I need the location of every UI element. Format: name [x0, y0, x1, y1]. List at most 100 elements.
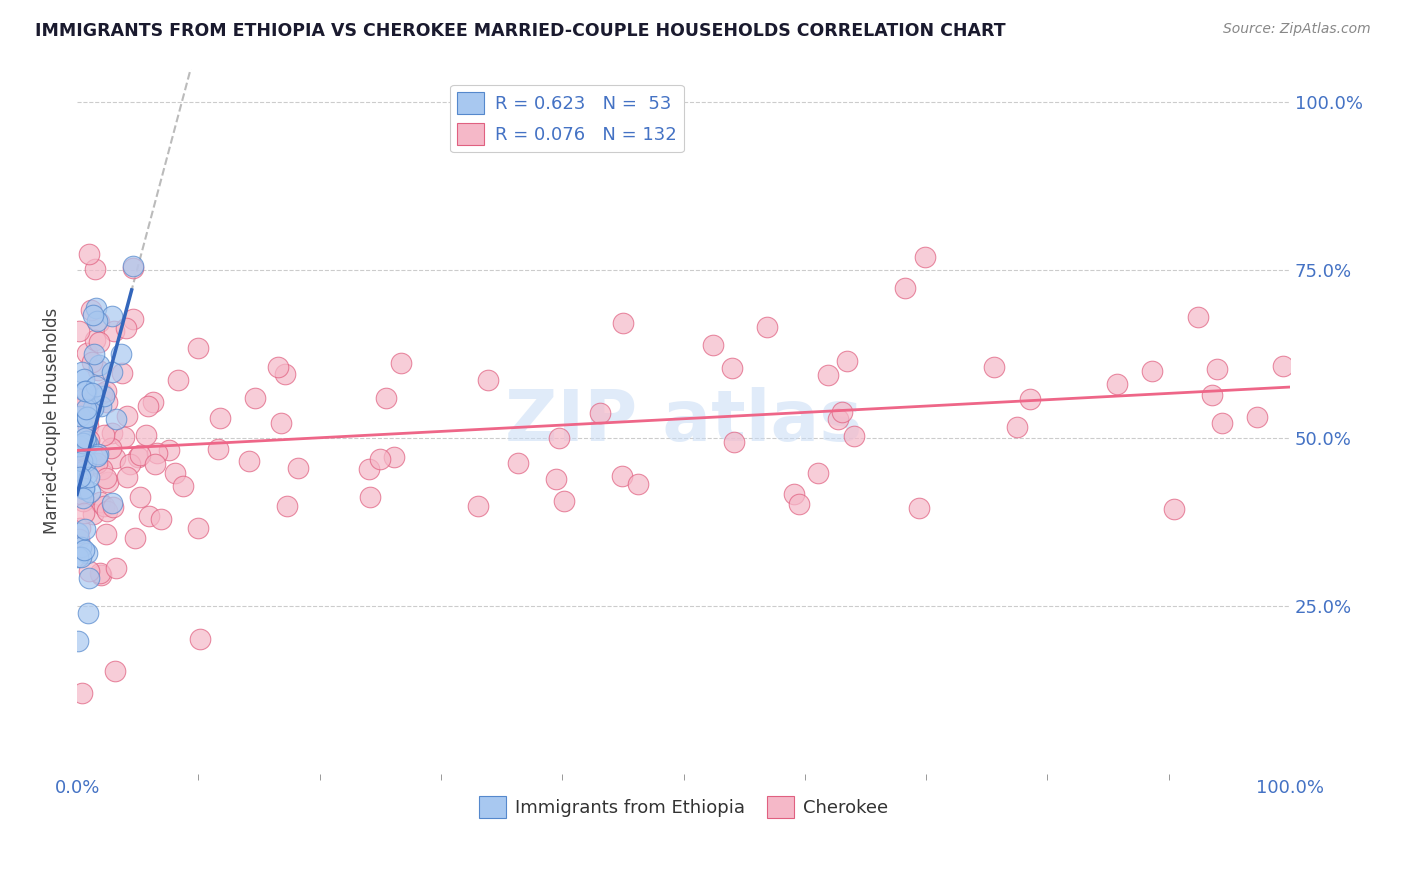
- Point: [79, 470, 101, 484]
- Point: [1205, 362, 1227, 376]
- Point: [87, 334, 110, 349]
- Point: [100, 426, 122, 441]
- Point: [82, 401, 104, 415]
- Y-axis label: Married-couple Households: Married-couple Households: [44, 309, 60, 534]
- Point: [84, 301, 107, 315]
- Point: [827, 412, 849, 426]
- Point: [67, 533, 90, 547]
- Point: [101, 500, 124, 515]
- Point: [75, 384, 97, 398]
- Point: [73, 481, 96, 495]
- Point: [238, 454, 260, 468]
- Point: [77, 434, 100, 448]
- Point: [91, 462, 114, 476]
- Point: [67, 634, 90, 648]
- Point: [477, 373, 499, 387]
- Point: [150, 512, 173, 526]
- Point: [612, 468, 634, 483]
- Point: [111, 366, 134, 380]
- Point: [76, 418, 98, 433]
- Point: [266, 360, 288, 375]
- Point: [69, 409, 91, 423]
- Point: [163, 466, 186, 480]
- Point: [79, 485, 101, 500]
- Point: [70, 686, 93, 700]
- Point: [70, 365, 93, 379]
- Text: Source: ZipAtlas.com: Source: ZipAtlas.com: [1223, 22, 1371, 37]
- Point: [122, 260, 145, 275]
- Point: [103, 450, 125, 465]
- Point: [89, 566, 111, 580]
- Point: [127, 450, 149, 465]
- Point: [723, 435, 745, 450]
- Point: [84, 379, 107, 393]
- Point: [77, 571, 100, 585]
- Point: [89, 358, 111, 372]
- Point: [86, 449, 108, 463]
- Point: [87, 447, 110, 461]
- Point: [121, 260, 143, 274]
- Point: [67, 439, 90, 453]
- Point: [135, 428, 157, 442]
- Point: [207, 442, 229, 456]
- Point: [91, 386, 114, 401]
- Point: [835, 353, 858, 368]
- Point: [72, 464, 94, 478]
- Point: [72, 491, 94, 505]
- Point: [75, 384, 97, 398]
- Point: [1107, 376, 1129, 391]
- Point: [374, 391, 396, 405]
- Point: [101, 309, 124, 323]
- Point: [817, 368, 839, 382]
- Point: [76, 410, 98, 425]
- Point: [67, 402, 90, 417]
- Point: [276, 499, 298, 513]
- Point: [807, 466, 830, 480]
- Point: [73, 372, 96, 386]
- Point: [612, 316, 634, 330]
- Point: [67, 476, 90, 491]
- Point: [82, 355, 104, 369]
- Point: [245, 391, 267, 405]
- Point: [73, 391, 96, 405]
- Point: [128, 448, 150, 462]
- Point: [138, 509, 160, 524]
- Point: [831, 405, 853, 419]
- Point: [382, 450, 405, 464]
- Legend: Immigrants from Ethiopia, Cherokee: Immigrants from Ethiopia, Cherokee: [472, 789, 896, 825]
- Point: [80, 386, 103, 401]
- Point: [702, 337, 724, 351]
- Point: [143, 457, 166, 471]
- Point: [188, 632, 211, 646]
- Point: [86, 456, 108, 470]
- Point: [70, 454, 93, 468]
- Point: [187, 341, 209, 355]
- Point: [105, 412, 128, 426]
- Point: [112, 430, 135, 444]
- Point: [73, 482, 96, 496]
- Point: [72, 452, 94, 467]
- Point: [167, 373, 190, 387]
- Point: [914, 250, 936, 264]
- Point: [627, 476, 650, 491]
- Point: [67, 324, 90, 338]
- Point: [157, 443, 180, 458]
- Point: [96, 503, 118, 517]
- Point: [115, 409, 138, 423]
- Point: [80, 302, 103, 317]
- Point: [67, 442, 90, 457]
- Point: [359, 490, 381, 504]
- Point: [110, 346, 132, 360]
- Text: IMMIGRANTS FROM ETHIOPIA VS CHEROKEE MARRIED-COUPLE HOUSEHOLDS CORRELATION CHART: IMMIGRANTS FROM ETHIOPIA VS CHEROKEE MAR…: [35, 22, 1005, 40]
- Point: [77, 411, 100, 425]
- Point: [77, 247, 100, 261]
- Point: [209, 411, 232, 425]
- Point: [76, 346, 98, 360]
- Text: ZIP atlas: ZIP atlas: [505, 387, 862, 456]
- Point: [842, 428, 865, 442]
- Point: [103, 324, 125, 338]
- Point: [1211, 417, 1233, 431]
- Point: [104, 561, 127, 575]
- Point: [908, 500, 931, 515]
- Point: [75, 434, 97, 448]
